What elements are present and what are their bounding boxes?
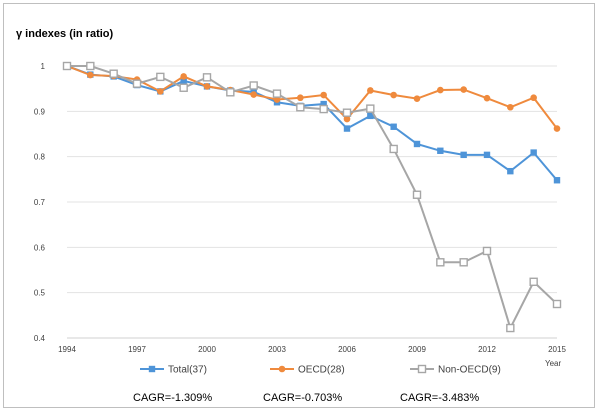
x-tick-label: 1997 [128,345,146,354]
data-point [342,108,352,117]
data-point [272,89,282,98]
x-tick-label: 2009 [408,345,426,354]
data-point [180,77,187,85]
data-point [366,104,375,113]
data-point [507,103,514,111]
data-point [320,91,327,99]
grid-lines [67,65,557,294]
data-point [320,100,327,108]
data-point [86,61,95,71]
data-point [157,88,164,95]
y-axis-ticks: 0.4 0.5 0.6 0.7 0.8 0.9 1 [34,62,46,343]
data-point [413,95,421,102]
cagr-annotation: CAGR=-1.309% [133,392,212,404]
data-point [367,112,374,120]
data-point [62,61,72,71]
series-line [67,65,558,331]
data-point [249,81,258,90]
x-tick-label: 2015 [548,345,566,354]
data-point [296,103,305,112]
data-point [273,96,281,103]
data-point [459,258,468,267]
y-tick-label: 0.5 [34,289,46,298]
series-group [62,61,562,333]
data-point [109,69,118,78]
data-point [180,73,187,80]
data-point [437,147,444,154]
legend-marker [148,365,156,373]
legend-marker [278,365,286,373]
legend-label: Non-OECD(9) [438,365,501,376]
data-point [250,91,257,98]
x-tick-label: 2012 [478,345,496,354]
series-line [66,65,558,181]
data-point [436,258,445,267]
data-point [390,123,397,130]
data-point [226,88,235,97]
data-point [553,125,561,132]
cagr-annotation: CAGR=-3.483% [400,392,479,404]
data-point [412,190,422,199]
data-point [530,149,537,156]
legend-label: OECD(28) [298,365,345,376]
data-point [553,177,561,184]
y-tick-label: 0.7 [34,198,46,207]
y-tick-label: 0.4 [34,334,46,343]
data-point [179,83,188,92]
legend-marker [417,364,427,374]
data-point [156,72,165,82]
data-point [413,140,421,148]
y-tick-label: 1 [41,62,46,71]
x-tick-label: 2003 [268,345,286,354]
legend-item: Total(37) [140,365,207,376]
x-tick-label: 1994 [58,345,76,354]
data-point [132,79,142,88]
data-point [482,246,492,256]
data-point [460,86,467,93]
y-axis-title: γ indexes (in ratio) [16,28,114,40]
y-tick-label: 0.9 [34,107,46,116]
data-point [530,94,537,102]
data-point [343,115,351,123]
y-tick-label: 0.6 [34,243,46,252]
data-point [319,104,328,114]
data-point [390,91,397,99]
data-point [483,94,491,102]
series-line [66,65,558,130]
x-axis-title: Year [545,359,562,368]
data-point [297,94,304,102]
data-point [437,86,444,94]
legend-item: OECD(28) [270,365,345,376]
data-point [389,144,398,154]
data-point [87,71,94,79]
data-point [202,73,212,82]
cagr-annotations: CAGR=-1.309% CAGR=-0.703% CAGR=-3.483% [133,392,479,404]
legend-label: Total(37) [168,365,207,376]
y-tick-label: 0.8 [34,153,46,162]
data-point [529,277,538,286]
data-point [552,299,562,309]
data-point [460,151,467,159]
series-1 [63,62,561,132]
data-point [507,167,514,175]
series-2 [62,61,562,333]
data-point [483,151,491,159]
x-tick-label: 2000 [198,345,216,354]
data-point [506,323,515,333]
legend: Total(37) OECD(28) Non-OECD(9) [140,365,501,376]
cagr-annotation: CAGR=-0.703% [263,392,342,404]
legend-item: Non-OECD(9) [410,365,501,376]
x-axis-ticks: 1994 1997 2000 2003 2006 2009 2012 2015 [58,345,566,354]
data-point [203,83,211,90]
data-point [367,87,374,94]
x-tick-label: 2006 [338,345,356,354]
data-point [343,125,351,132]
